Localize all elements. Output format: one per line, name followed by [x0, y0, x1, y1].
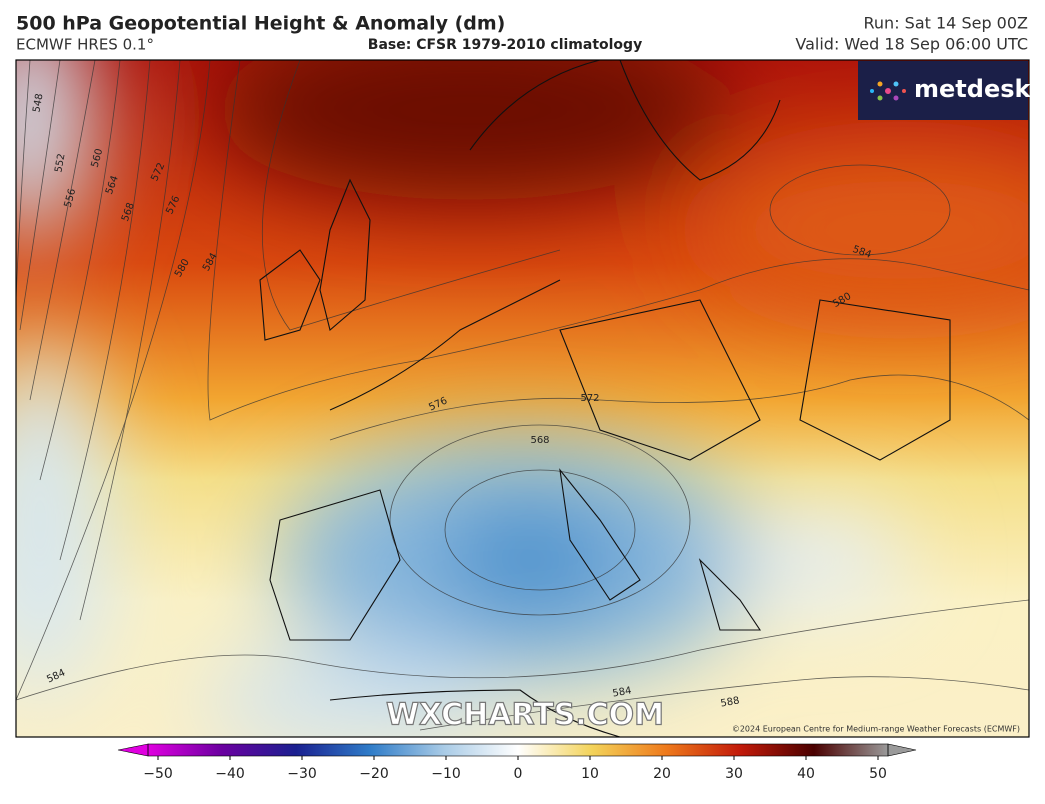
valid: Valid: Wed 18 Sep 06:00 UTC	[795, 35, 1028, 54]
colorbar-tick-label: 0	[514, 766, 523, 782]
copyright: ©2024 European Centre for Medium-range W…	[732, 725, 1020, 734]
colorbar-tick-label: 20	[653, 766, 671, 782]
logo-text: metdesk	[914, 75, 1032, 103]
contour-label: 556	[63, 187, 79, 208]
contour-label: 568	[530, 435, 549, 446]
colorbar-tick-label: 30	[725, 766, 743, 782]
title: 500 hPa Geopotential Height & Anomaly (d…	[16, 13, 505, 35]
colorbar-min-arrow	[117, 743, 149, 757]
colorbar-tick-label: −10	[431, 766, 461, 782]
colorbar-max-arrow	[887, 743, 917, 757]
logo-icon	[870, 81, 906, 101]
colorbar: −50 −40 −30 −20 −10 0 10 20 30 40 50	[117, 743, 917, 782]
contour-label: 572	[580, 393, 599, 404]
contour-label: 552	[53, 153, 67, 174]
colorbar-tick-label: −40	[215, 766, 245, 782]
base: Base: CFSR 1979-2010 climatology	[368, 37, 642, 53]
colorbar-tick-label: −30	[287, 766, 317, 782]
colorbar-tick-label: 50	[869, 766, 887, 782]
run: Run: Sat 14 Sep 00Z	[864, 14, 1029, 33]
watermark: WXCHARTS.COM	[386, 698, 664, 733]
contour-label: 548	[31, 93, 45, 114]
model: ECMWF HRES 0.1°	[16, 36, 154, 54]
contour-label: 588	[720, 695, 741, 709]
map-field	[16, 60, 1029, 737]
colorbar-tick-label: 40	[797, 766, 815, 782]
map-frame	[15, 59, 1030, 738]
contour-label: 584	[612, 685, 633, 699]
colorbar-tick-label: −50	[143, 766, 173, 782]
colorbar-tick-label: −20	[359, 766, 389, 782]
colorbar-body	[148, 744, 888, 756]
colorbar-tick-label: 10	[581, 766, 599, 782]
contour-label: 560	[90, 147, 106, 168]
